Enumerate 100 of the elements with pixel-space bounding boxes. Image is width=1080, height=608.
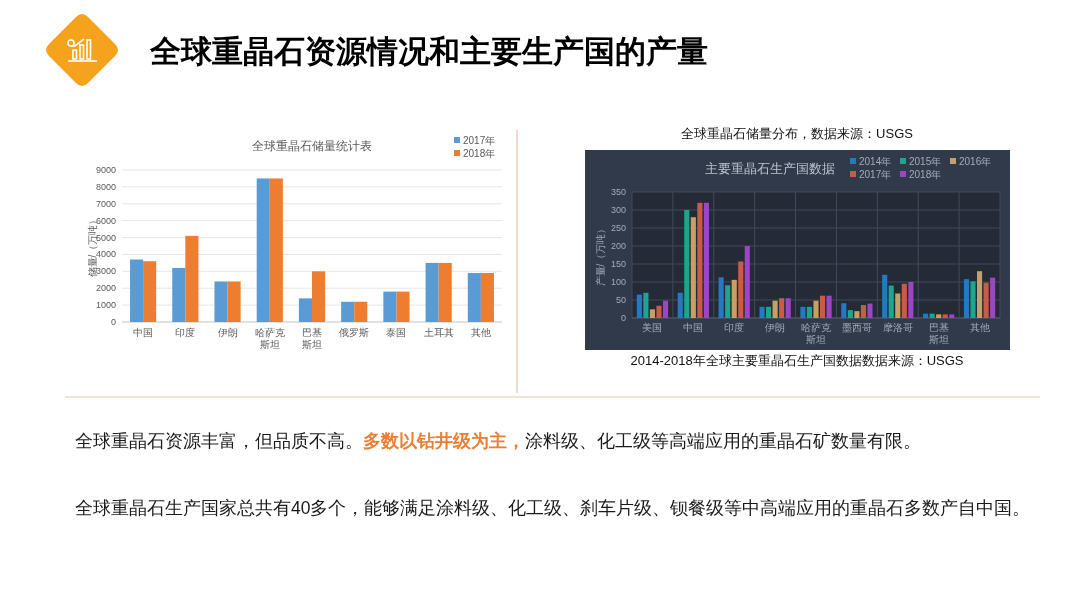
y-tick-label: 50 (615, 295, 626, 305)
bar (977, 271, 983, 318)
x-tick-label: 印度 (175, 327, 196, 338)
bar (785, 298, 791, 318)
bar (690, 217, 696, 318)
legend-label: 2015年 (909, 155, 942, 167)
y-axis-title: 产量/（万吨） (594, 223, 606, 287)
x-tick-label: 哈萨克斯坦 (254, 327, 285, 350)
legend-label: 2014年 (859, 155, 892, 167)
bar (970, 281, 976, 318)
bar (990, 277, 996, 318)
text: 多数以钻井级为主， (363, 431, 525, 451)
bar (130, 259, 144, 322)
text: 全球重晶石资源情况和主要生产国的产量 (149, 34, 708, 69)
bar (731, 279, 737, 318)
bar (882, 274, 888, 318)
bar (744, 246, 750, 318)
text: 涂料级、化工级等高端应用的重晶石矿数量有限。 (525, 431, 921, 451)
x-tick-label: 泰国 (386, 327, 407, 338)
bar (819, 295, 826, 318)
bar (703, 202, 709, 318)
x-tick-label: 伊朗 (217, 327, 238, 338)
bar (269, 178, 283, 322)
x-tick-label: 其他 (470, 327, 491, 338)
bar (806, 306, 813, 318)
x-tick-label: 印度 (724, 322, 745, 333)
bar (963, 279, 970, 318)
bar (383, 291, 397, 322)
bar (888, 285, 894, 318)
y-tick-label: 350 (610, 187, 626, 197)
legend-label: 2017年 (463, 134, 496, 146)
x-tick-label: 摩洛哥 (882, 322, 913, 333)
bar (923, 313, 929, 318)
bar (649, 309, 655, 318)
x-tick-label: 伊朗 (765, 322, 786, 333)
bar (895, 293, 901, 318)
legend-label: 2016年 (959, 155, 992, 167)
text: 全球重晶石生产国家总共有40多个，能够满足涂料级、化工级、刹车片级、钡餐级等中高端应用的重晶石多数产自中国。 (75, 498, 1031, 518)
bar (396, 291, 410, 322)
bar (779, 298, 785, 318)
bar (298, 298, 312, 322)
bar (826, 295, 832, 318)
bar (172, 267, 186, 322)
bar (949, 314, 955, 318)
bar (759, 306, 765, 318)
bar (438, 262, 452, 322)
y-tick-label: 250 (610, 223, 626, 233)
bar (662, 300, 669, 318)
bar (341, 301, 355, 322)
y-tick-label: 300 (610, 205, 626, 215)
bar (841, 303, 847, 318)
y-tick-label: 7000 (95, 198, 116, 209)
bar (867, 303, 873, 318)
y-tick-label: 0 (110, 317, 116, 327)
y-tick-label: 2000 (95, 283, 116, 294)
bar (684, 210, 690, 318)
legend-label: 2018年 (909, 168, 942, 180)
bar (656, 305, 662, 318)
y-tick-label: 1000 (95, 300, 116, 311)
bar (847, 310, 853, 318)
x-tick-label: 哈萨克斯坦 (801, 322, 831, 345)
bar (936, 314, 942, 318)
bar (256, 178, 270, 322)
bar (929, 313, 935, 318)
y-tick-label: 150 (610, 259, 626, 269)
x-tick-label: 美国 (642, 322, 663, 333)
bar (908, 282, 914, 318)
x-tick-label: 墨西哥 (841, 322, 872, 333)
bar (942, 314, 948, 318)
bar (697, 202, 703, 318)
y-tick-label: 200 (610, 241, 626, 251)
x-tick-label: 巴基斯坦 (928, 322, 949, 345)
bar (813, 300, 819, 318)
bar (227, 281, 241, 322)
bar (901, 283, 907, 318)
bar (860, 305, 866, 318)
bar (800, 306, 806, 318)
text: 全球重晶石资源丰富，但品质不高。 (75, 431, 363, 451)
text: 2014-2018年全球主要重晶石生产国数据数据来源：USGS (630, 353, 964, 368)
bar (766, 306, 772, 318)
bar (425, 262, 439, 322)
bar (467, 273, 481, 322)
bar (983, 282, 989, 318)
x-tick-label: 土耳其 (423, 327, 454, 338)
legend-label: 2017年 (859, 168, 892, 180)
bar (677, 292, 683, 318)
y-tick-label: 6000 (95, 215, 116, 226)
legend-label: 2018年 (463, 147, 496, 159)
bar (772, 300, 778, 318)
y-tick-label: 100 (610, 277, 626, 287)
bar (214, 281, 228, 322)
bar (854, 311, 860, 318)
text: 全球重晶石储量分布，数据来源：USGS (681, 126, 914, 141)
x-tick-label: 俄罗斯 (339, 327, 370, 338)
bar (185, 235, 199, 322)
x-tick-label: 其他 (969, 322, 990, 333)
bar (312, 271, 326, 322)
chart-title: 主要重晶石生产国数据 (705, 161, 835, 176)
bar (480, 273, 494, 322)
chart-title: 全球重晶石储量统计表 (252, 139, 372, 153)
